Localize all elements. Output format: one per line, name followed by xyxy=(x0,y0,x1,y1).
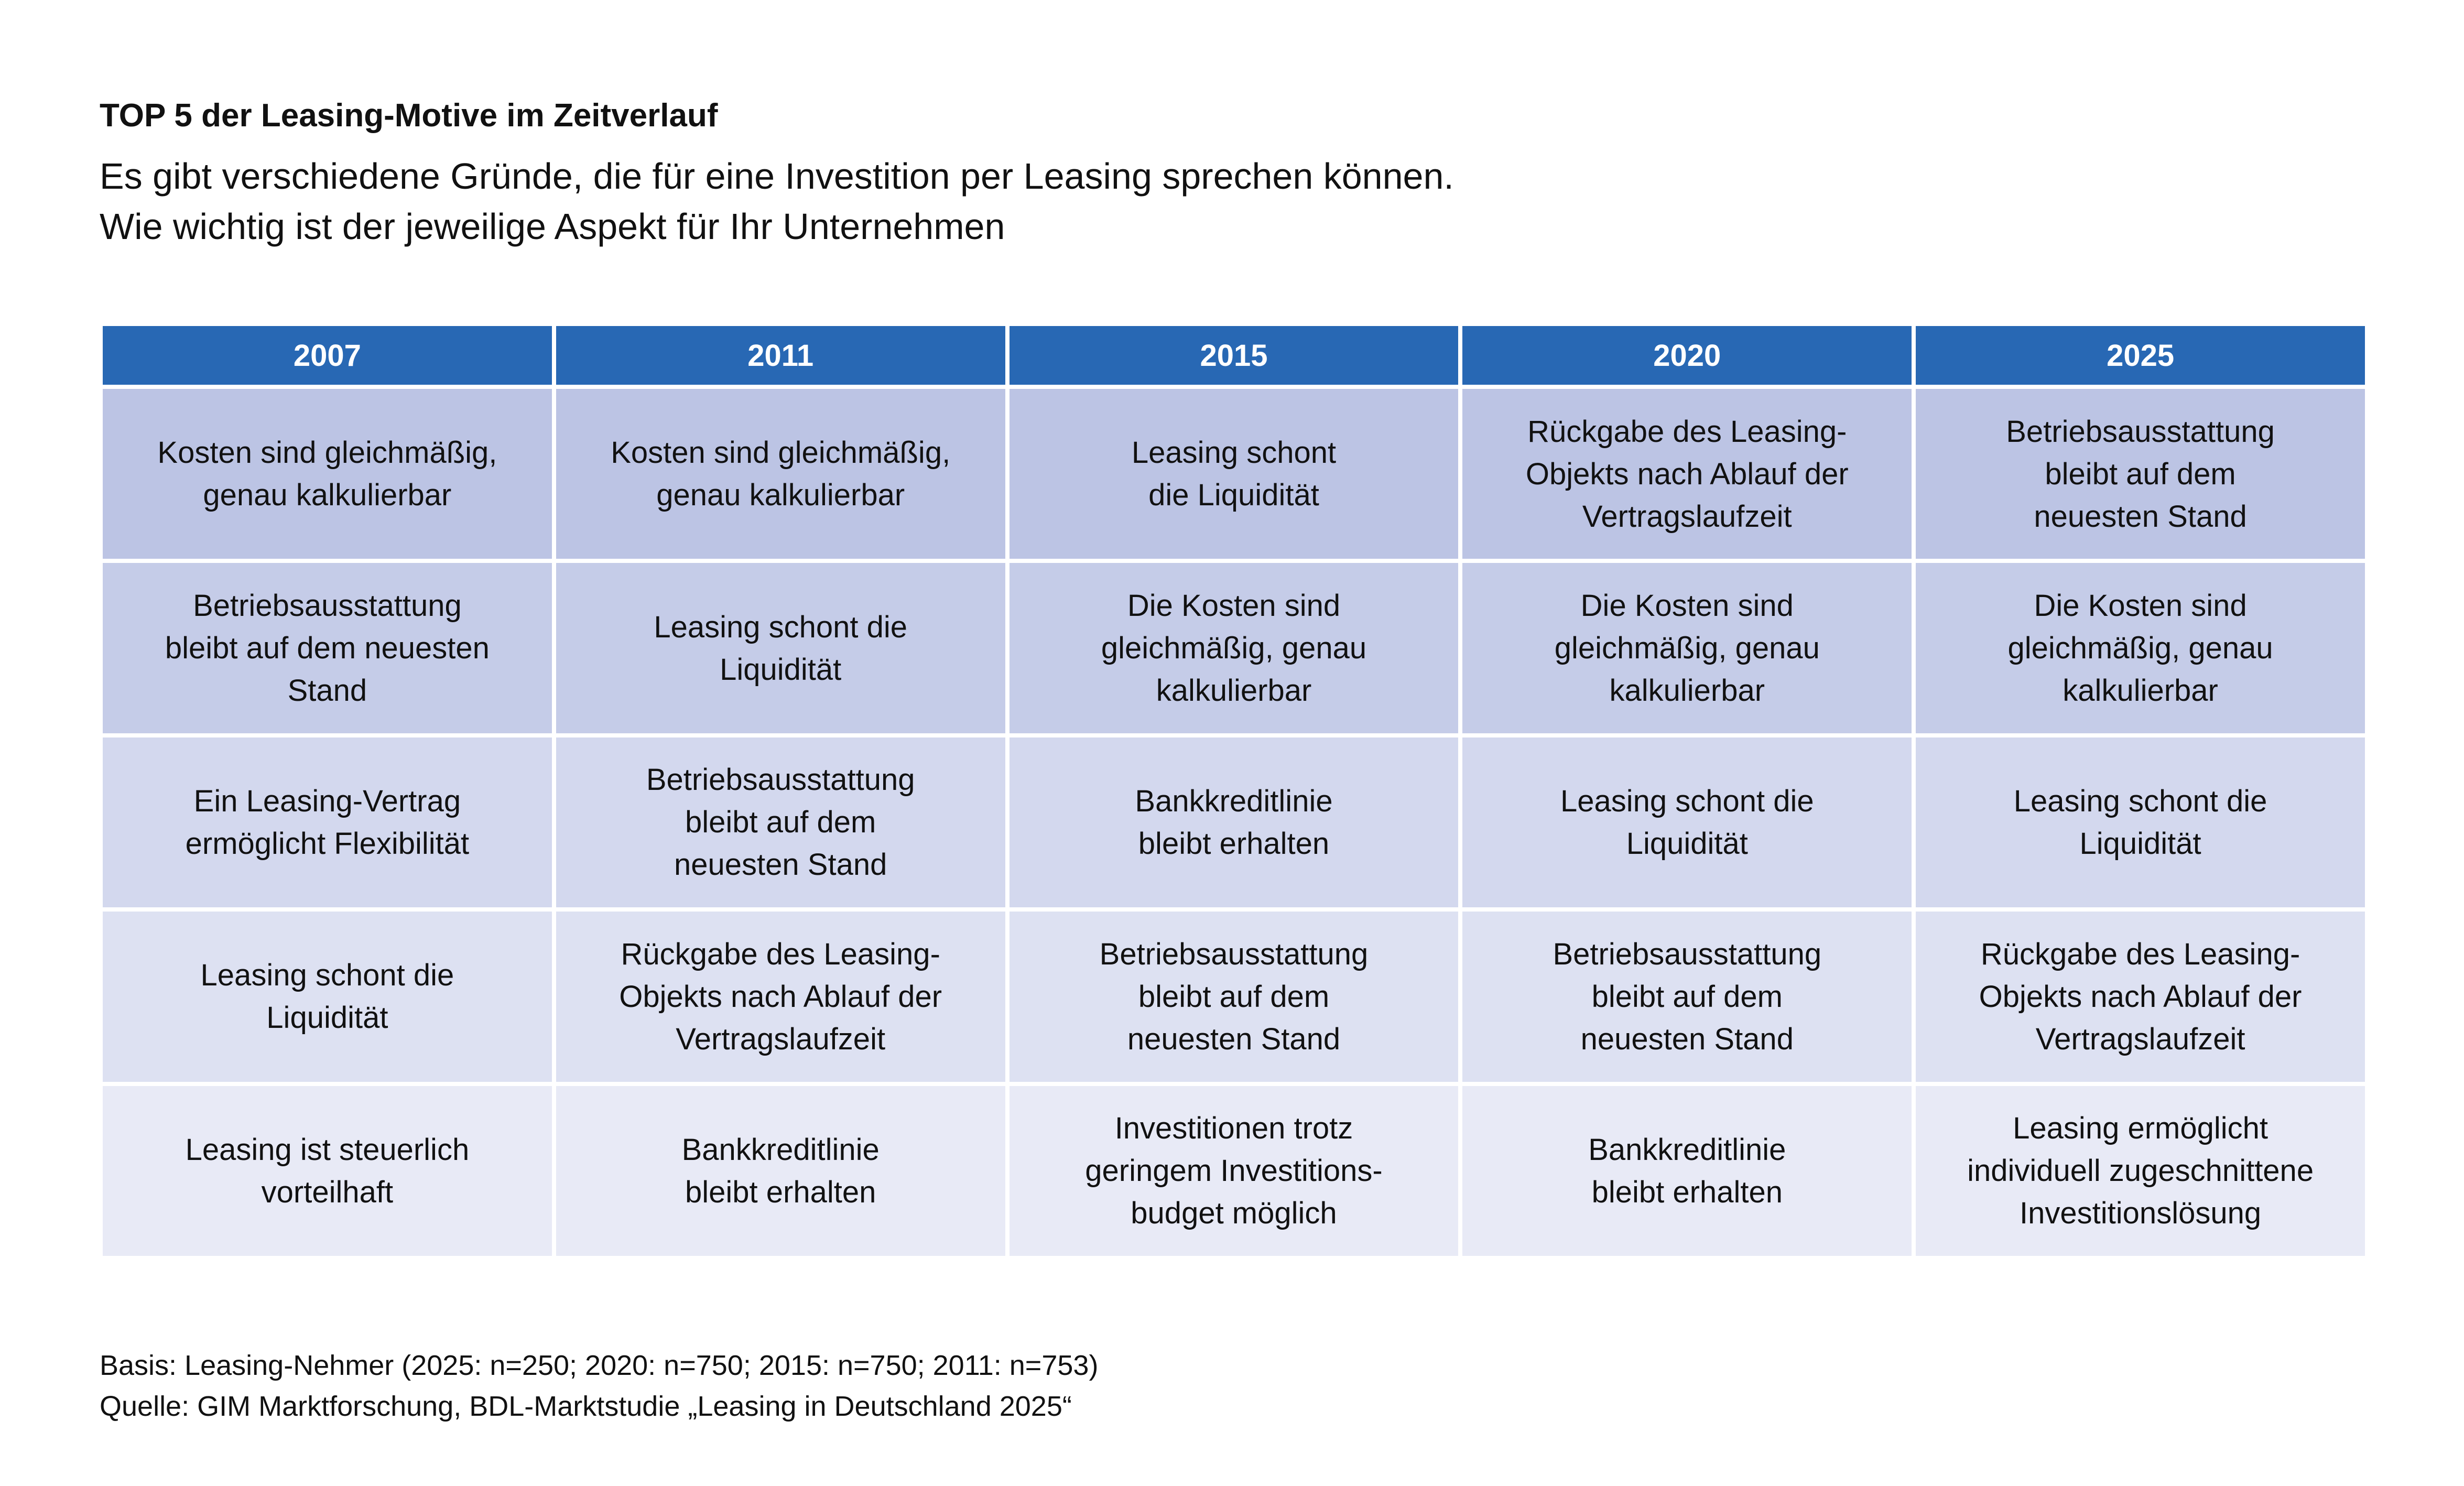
cell-text: Betriebsausstattung bleibt auf dem neues… xyxy=(2006,414,2275,534)
table-cell-rank-3-2025: Leasing schont die Liquidität xyxy=(1916,737,2365,908)
table-cell-rank-5-2015: Investitionen trotz geringem Investition… xyxy=(1009,1086,1459,1256)
cell-text: Leasing ist steuerlich vorteilhaft xyxy=(185,1132,470,1209)
subtitle-line-1: Es gibt verschiedene Gründe, die für ein… xyxy=(100,156,1454,197)
table-cell-rank-2-2025: Die Kosten sind gleichmäßig, genau kalku… xyxy=(1916,563,2365,733)
cell-text: Kosten sind gleichmäßig, genau kalkulier… xyxy=(611,436,951,513)
table-cell-rank-5-2007: Leasing ist steuerlich vorteilhaft xyxy=(103,1086,552,1256)
table-cell-rank-2-2020: Die Kosten sind gleichmäßig, genau kalku… xyxy=(1462,563,1912,733)
cell-text: Leasing ermöglicht individuell zugeschni… xyxy=(1967,1111,2314,1231)
chart-title: TOP 5 der Leasing-Motive im Zeitverlauf xyxy=(100,97,718,134)
table-cell-rank-3-2007: Ein Leasing-Vertrag ermöglicht Flexibili… xyxy=(103,737,552,908)
table-cell-rank-2-2007: Betriebsausstattung bleibt auf dem neues… xyxy=(103,563,552,733)
cell-text: Bankkreditlinie bleibt erhalten xyxy=(1135,784,1333,861)
table-cell-rank-2-2011: Leasing schont die Liquidität xyxy=(556,563,1005,733)
cell-text: Rückgabe des Leasing- Objekts nach Ablau… xyxy=(1525,414,1849,534)
cell-text: Leasing schont die Liquidität xyxy=(200,958,454,1035)
column-header-2007: 2007 xyxy=(103,326,552,385)
footer-basis: Basis: Leasing-Nehmer (2025: n=250; 2020… xyxy=(100,1350,1099,1381)
table-cell-rank-5-2025: Leasing ermöglicht individuell zugeschni… xyxy=(1916,1086,2365,1256)
column-header-2015: 2015 xyxy=(1009,326,1459,385)
footer-source: Quelle: GIM Marktforschung, BDL-Marktstu… xyxy=(100,1391,1072,1422)
cell-text: Die Kosten sind gleichmäßig, genau kalku… xyxy=(1554,589,1820,708)
chart-subtitle: Es gibt verschiedene Gründe, die für ein… xyxy=(100,151,1454,252)
cell-text: Betriebsausstattung bleibt auf dem neues… xyxy=(1099,937,1369,1056)
cell-text: Die Kosten sind gleichmäßig, genau kalku… xyxy=(2007,589,2273,708)
cell-text: Bankkreditlinie bleibt erhalten xyxy=(1588,1132,1786,1209)
table-cell-rank-3-2020: Leasing schont die Liquidität xyxy=(1462,737,1912,908)
cell-text: Rückgabe des Leasing- Objekts nach Ablau… xyxy=(1979,937,2302,1056)
cell-text: Leasing schont die Liquidität xyxy=(1560,784,1814,861)
cell-text: Leasing schont die Liquidität xyxy=(2013,784,2267,861)
cell-text: Betriebsausstattung bleibt auf dem neues… xyxy=(1553,937,1822,1056)
table-cell-rank-4-2020: Betriebsausstattung bleibt auf dem neues… xyxy=(1462,912,1912,1082)
table-cell-rank-5-2011: Bankkreditlinie bleibt erhalten xyxy=(556,1086,1005,1256)
cell-text: Ein Leasing-Vertrag ermöglicht Flexibili… xyxy=(185,784,470,861)
table-cell-rank-1-2025: Betriebsausstattung bleibt auf dem neues… xyxy=(1916,389,2365,559)
table-cell-rank-3-2011: Betriebsausstattung bleibt auf dem neues… xyxy=(556,737,1005,908)
cell-text: Betriebsausstattung bleibt auf dem neues… xyxy=(646,763,915,882)
table-cell-rank-4-2011: Rückgabe des Leasing- Objekts nach Ablau… xyxy=(556,912,1005,1082)
table-cell-rank-4-2015: Betriebsausstattung bleibt auf dem neues… xyxy=(1009,912,1459,1082)
cell-text: Leasing schont die Liquidität xyxy=(654,610,908,687)
footer: Basis: Leasing-Nehmer (2025: n=250; 2020… xyxy=(100,1345,1098,1427)
table-cell-rank-3-2015: Bankkreditlinie bleibt erhalten xyxy=(1009,737,1459,908)
table-cell-rank-1-2007: Kosten sind gleichmäßig, genau kalkulier… xyxy=(103,389,552,559)
cell-text: Betriebsausstattung bleibt auf dem neues… xyxy=(165,589,490,708)
table-cell-rank-2-2015: Die Kosten sind gleichmäßig, genau kalku… xyxy=(1009,563,1459,733)
cell-text: Die Kosten sind gleichmäßig, genau kalku… xyxy=(1101,589,1367,708)
cell-text: Kosten sind gleichmäßig, genau kalkulier… xyxy=(157,436,497,513)
column-header-2011: 2011 xyxy=(556,326,1005,385)
cell-text: Bankkreditlinie bleibt erhalten xyxy=(681,1132,880,1209)
table-cell-rank-1-2011: Kosten sind gleichmäßig, genau kalkulier… xyxy=(556,389,1005,559)
cell-text: Rückgabe des Leasing- Objekts nach Ablau… xyxy=(619,937,942,1056)
table-cell-rank-1-2020: Rückgabe des Leasing- Objekts nach Ablau… xyxy=(1462,389,1912,559)
column-header-2020: 2020 xyxy=(1462,326,1912,385)
cell-text: Leasing schont die Liquidität xyxy=(1131,436,1337,513)
cell-text: Investitionen trotz geringem Investition… xyxy=(1085,1111,1383,1231)
table-cell-rank-4-2025: Rückgabe des Leasing- Objekts nach Ablau… xyxy=(1916,912,2365,1082)
table-cell-rank-1-2015: Leasing schont die Liquidität xyxy=(1009,389,1459,559)
column-header-2025: 2025 xyxy=(1916,326,2365,385)
motive-table: 2007 2011 2015 2020 2025 Kosten sind gleichmä… xyxy=(103,326,2365,1256)
table-cell-rank-4-2007: Leasing schont die Liquidität xyxy=(103,912,552,1082)
table-cell-rank-5-2020: Bankkreditlinie bleibt erhalten xyxy=(1462,1086,1912,1256)
subtitle-line-2: Wie wichtig ist der jeweilige Aspekt für… xyxy=(100,206,1005,247)
